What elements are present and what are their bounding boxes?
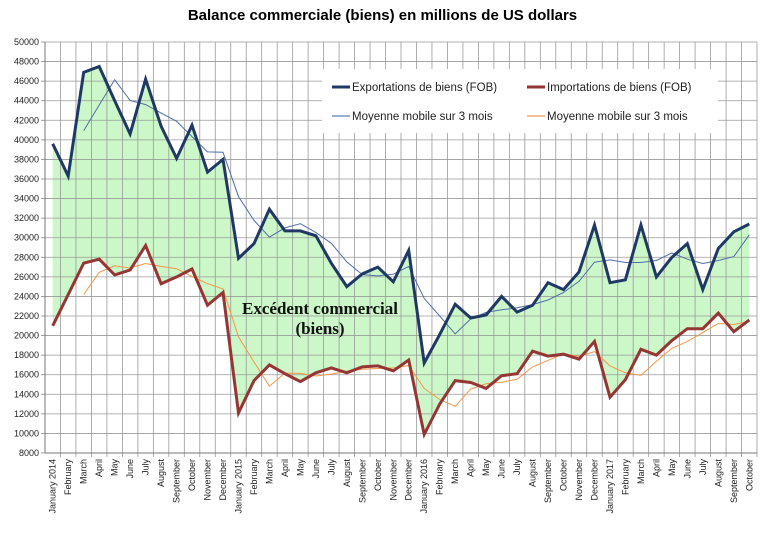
xtick-label: September <box>543 459 553 503</box>
axis-layer: 8000 10000 12000 14000 16000 18000 20000 22000 2… <box>14 37 757 514</box>
ytick-label: 36000 <box>14 174 39 184</box>
annotation-layer: Excédent commercial(biens) <box>242 299 398 338</box>
ytick-label: 32000 <box>14 213 39 223</box>
xtick-label: August <box>713 459 723 488</box>
ytick-label: 16000 <box>14 370 39 380</box>
xtick-label: May <box>481 459 491 477</box>
xtick-label: May <box>295 459 305 477</box>
ytick-label: 22000 <box>14 311 39 321</box>
xtick-label: April <box>94 459 104 477</box>
xtick-label: November <box>388 459 398 501</box>
ytick-label: 28000 <box>14 252 39 262</box>
xtick-label: October <box>559 459 569 491</box>
surplus-fill-layer <box>52 66 750 435</box>
ytick-label: 46000 <box>14 76 39 86</box>
ytick-label: 44000 <box>14 96 39 106</box>
xtick-label: March <box>450 459 460 484</box>
xtick-label: August <box>342 459 352 488</box>
legend-label: Moyenne mobile sur 3 mois <box>352 111 493 123</box>
legend-label: Moyenne mobile sur 3 mois <box>547 111 688 123</box>
ytick-label: 8000 <box>19 448 39 458</box>
xtick-label: September <box>357 459 367 503</box>
legend-label: Importations de biens (FOB) <box>547 82 692 94</box>
xtick-label: December <box>404 459 414 501</box>
series-line-exports <box>51 64 750 368</box>
ytick-label: 14000 <box>14 389 39 399</box>
xtick-label: February <box>63 459 73 496</box>
annotation-line-1: Excédent commercial <box>242 299 398 318</box>
ytick-label: 42000 <box>14 115 39 125</box>
xtick-label: December <box>590 459 600 501</box>
xtick-label: June <box>311 459 321 479</box>
xtick-label: February <box>435 459 445 496</box>
xtick-label: March <box>79 459 89 484</box>
series-lines-layer <box>51 64 751 439</box>
legend: Exportations de biens (FOB) Importations … <box>322 69 718 133</box>
series-line-exports-ma <box>83 78 750 335</box>
xtick-label: June <box>497 459 507 479</box>
surplus-area <box>52 66 750 435</box>
xtick-label: June <box>682 459 692 479</box>
ytick-label: 26000 <box>14 272 39 282</box>
legend-box <box>322 69 718 133</box>
ytick-label: 48000 <box>14 57 39 67</box>
ytick-label: 10000 <box>14 428 39 438</box>
ytick-label: 50000 <box>14 37 39 47</box>
xtick-label: September <box>729 459 739 503</box>
xtick-label: April <box>466 459 476 477</box>
xtick-label: April <box>280 459 290 477</box>
series-line-imports <box>51 242 751 439</box>
xtick-label: November <box>574 459 584 501</box>
ytick-label: 20000 <box>14 331 39 341</box>
xtick-label: July <box>698 459 708 476</box>
xtick-label: January 2016 <box>419 459 429 514</box>
annotation-line-2: (biens) <box>295 319 344 338</box>
xtick-label: May <box>667 459 677 477</box>
xtick-label: January 2014 <box>48 459 58 514</box>
xtick-label: August <box>156 459 166 488</box>
ytick-label: 38000 <box>14 154 39 164</box>
xtick-label: August <box>528 459 538 488</box>
legend-label: Exportations de biens (FOB) <box>352 82 497 94</box>
xtick-label: February <box>620 459 630 496</box>
xtick-label: October <box>744 459 754 491</box>
xtick-label: September <box>172 459 182 503</box>
ytick-label: 40000 <box>14 135 39 145</box>
ytick-label: 34000 <box>14 194 39 204</box>
xtick-label: October <box>373 459 383 491</box>
xtick-label: March <box>264 459 274 484</box>
xtick-label: July <box>326 459 336 476</box>
ytick-label: 24000 <box>14 291 39 301</box>
ytick-label: 30000 <box>14 233 39 243</box>
xtick-label: March <box>636 459 646 484</box>
xtick-label: June <box>125 459 135 479</box>
ytick-label: 12000 <box>14 409 39 419</box>
chart-title: Balance commerciale (biens) en millions … <box>187 7 578 24</box>
xtick-label: January 2015 <box>234 459 244 514</box>
xtick-label: November <box>203 459 213 501</box>
xtick-label: October <box>187 459 197 491</box>
xtick-label: July <box>512 459 522 476</box>
xtick-label: April <box>651 459 661 477</box>
ytick-label: 18000 <box>14 350 39 360</box>
xtick-label: December <box>218 459 228 501</box>
xtick-label: January 2017 <box>605 459 615 514</box>
xtick-label: February <box>249 459 259 496</box>
xtick-label: May <box>110 459 120 477</box>
xtick-label: July <box>141 459 151 476</box>
